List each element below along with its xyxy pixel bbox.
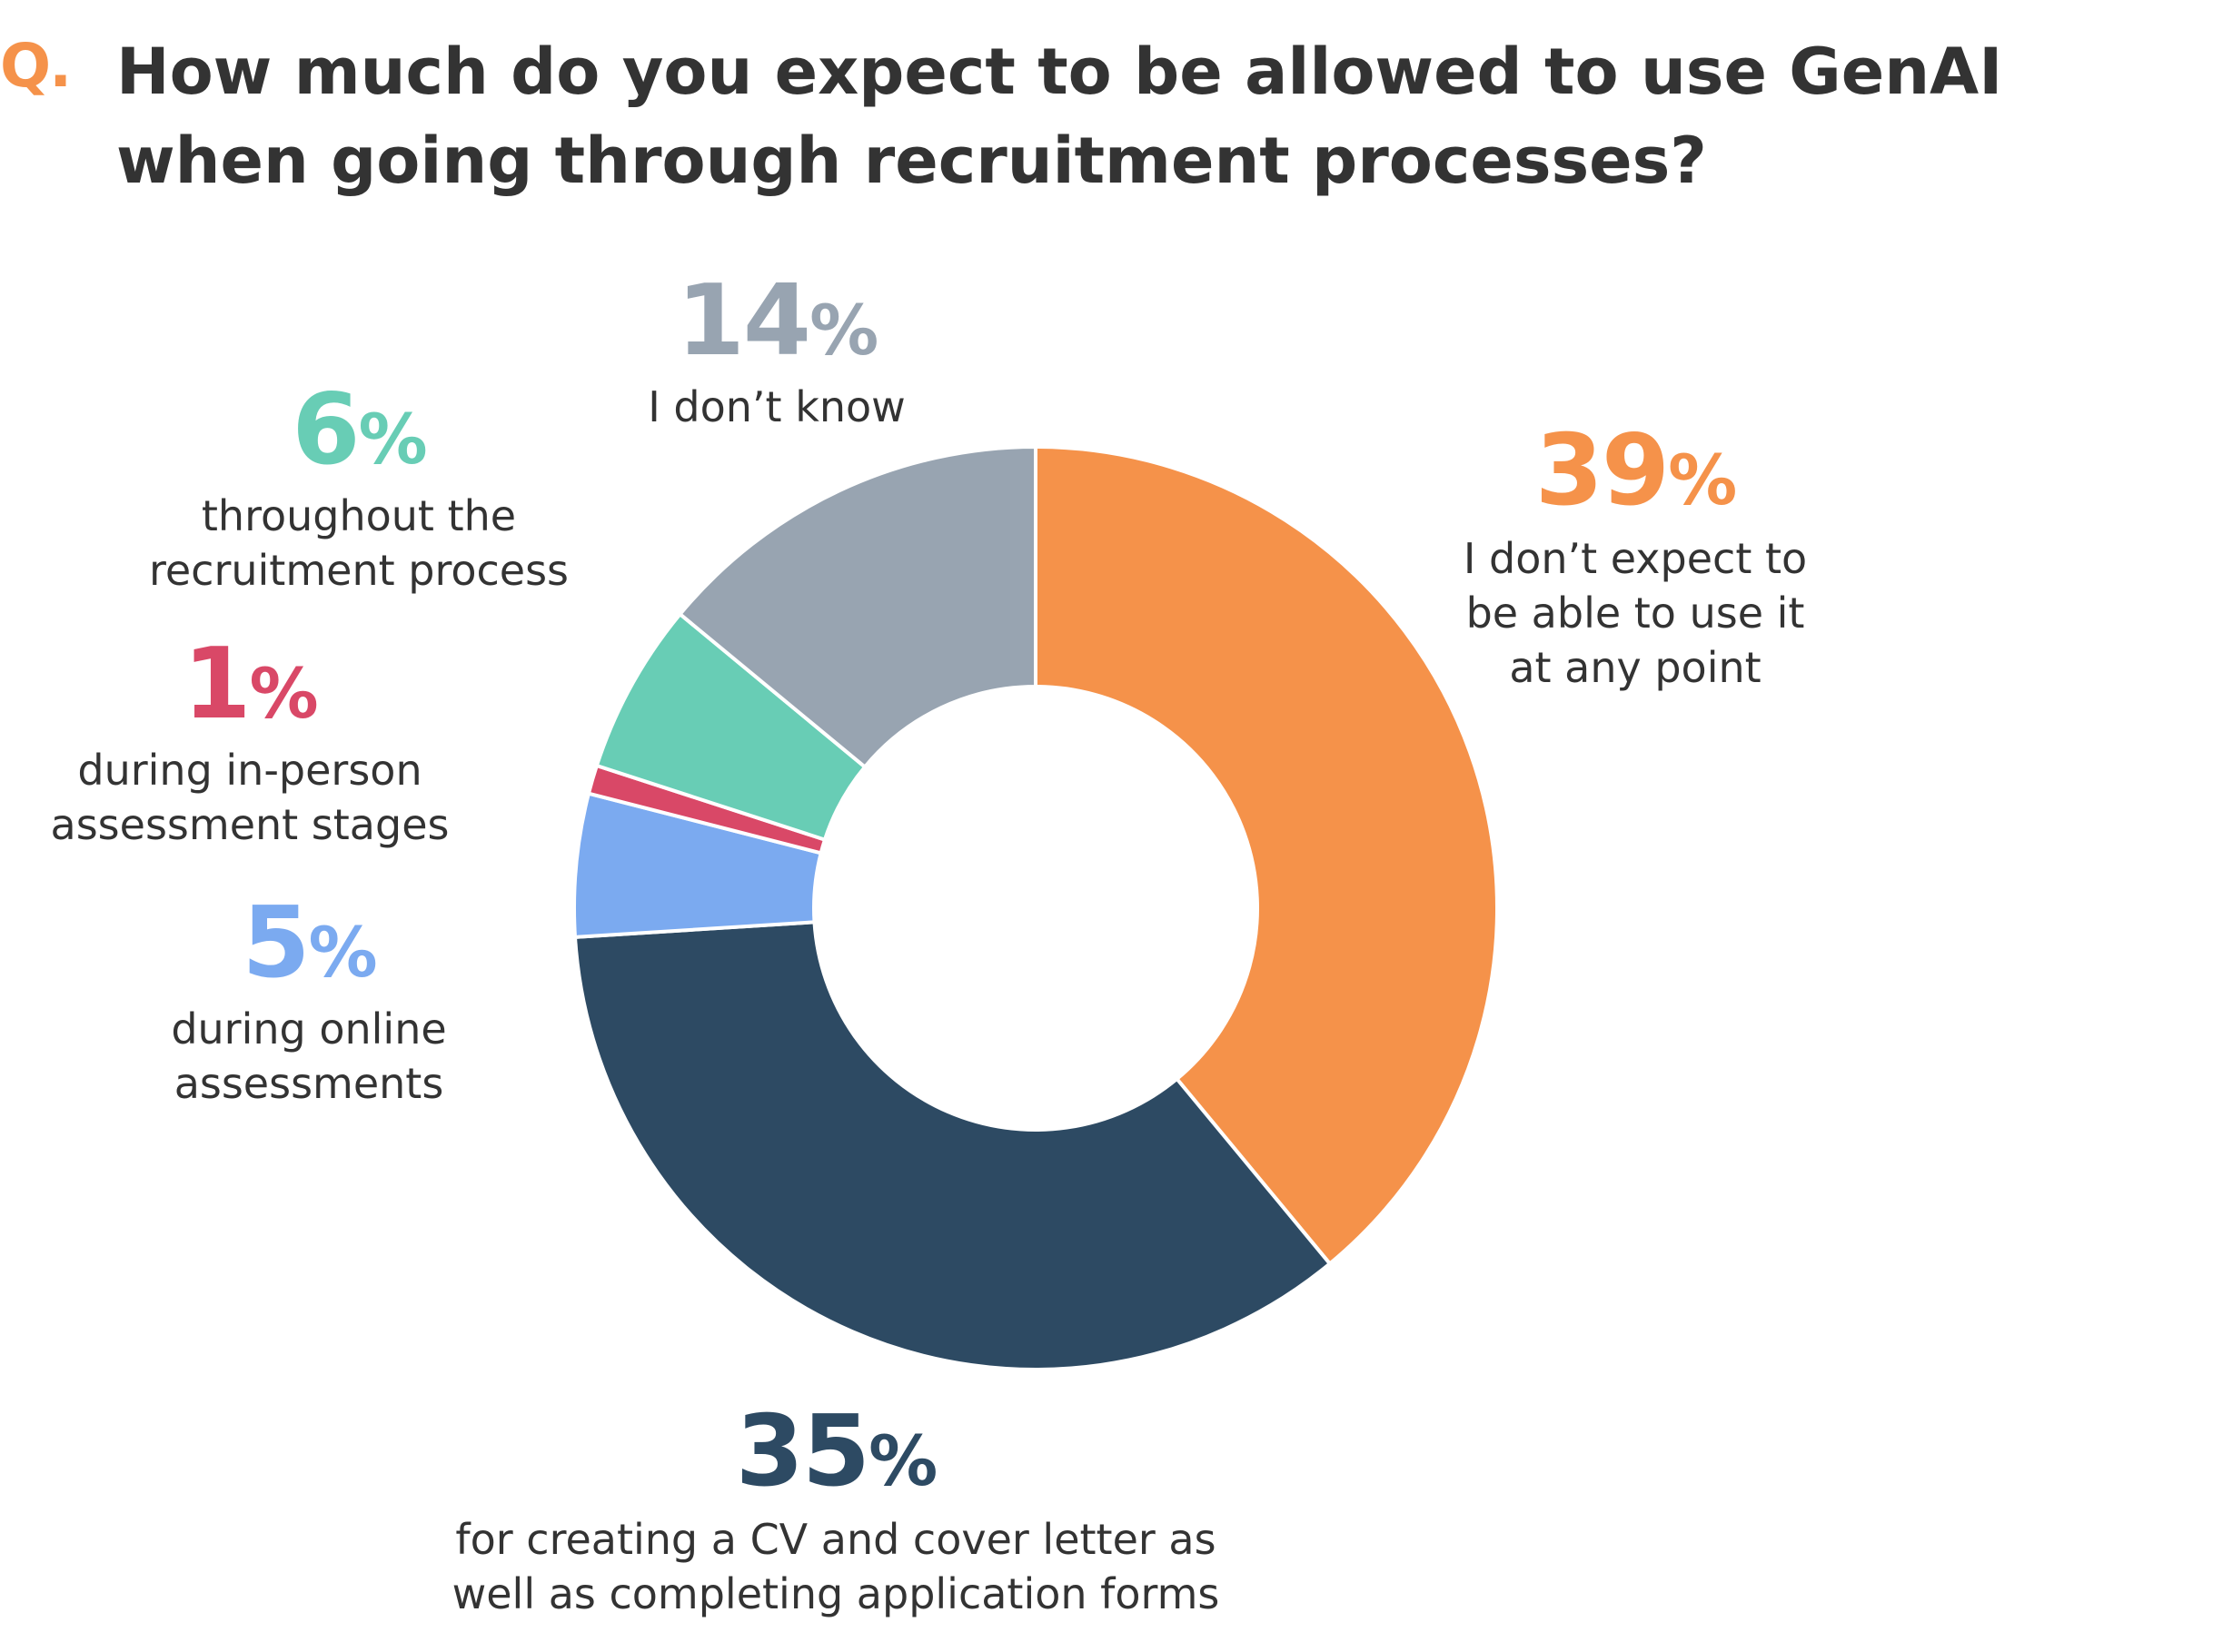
question-marker: Q. [0,31,72,101]
chart-title: How much do you expect to be allowed to … [116,35,2003,198]
slice-cv-cover-letter [572,920,1333,1371]
desc-dont-know: I don’t know [648,382,906,431]
pct-throughout-process: 6% [292,373,427,487]
pct-dont-know: 14% [676,264,878,378]
label-online-assessments: 5% during online assessments [91,895,527,1111]
label-in-person-assessment: 1% during in-person assessment stages [18,636,481,852]
slice-dont-know [677,444,1037,770]
pct-no-use: 39% [1534,414,1737,528]
desc-in-person-assessment: during in-person assessment stages [50,746,450,849]
label-cv-cover-letter: 35% for creating a CV and cover letter a… [363,1403,1308,1621]
pct-in-person-assessment: 1% [183,628,318,741]
pct-cv-cover-letter: 35% [735,1395,938,1509]
label-no-use: 39% I don’t expect to be able to use it … [1417,422,1853,695]
label-dont-know: 14% I don’t know [595,272,958,434]
desc-no-use: I don’t expect to be able to use it at a… [1463,534,1808,692]
desc-online-assessments: during online assessments [171,1004,447,1108]
slice-no-use [1034,444,1499,1267]
desc-throughout-process: throughout the recruitment process [148,491,570,595]
pct-online-assessments: 5% [242,886,377,1000]
label-throughout-process: 6% throughout the recruitment process [109,381,609,598]
desc-cv-cover-letter: for creating a CV and cover letter as we… [452,1515,1220,1618]
